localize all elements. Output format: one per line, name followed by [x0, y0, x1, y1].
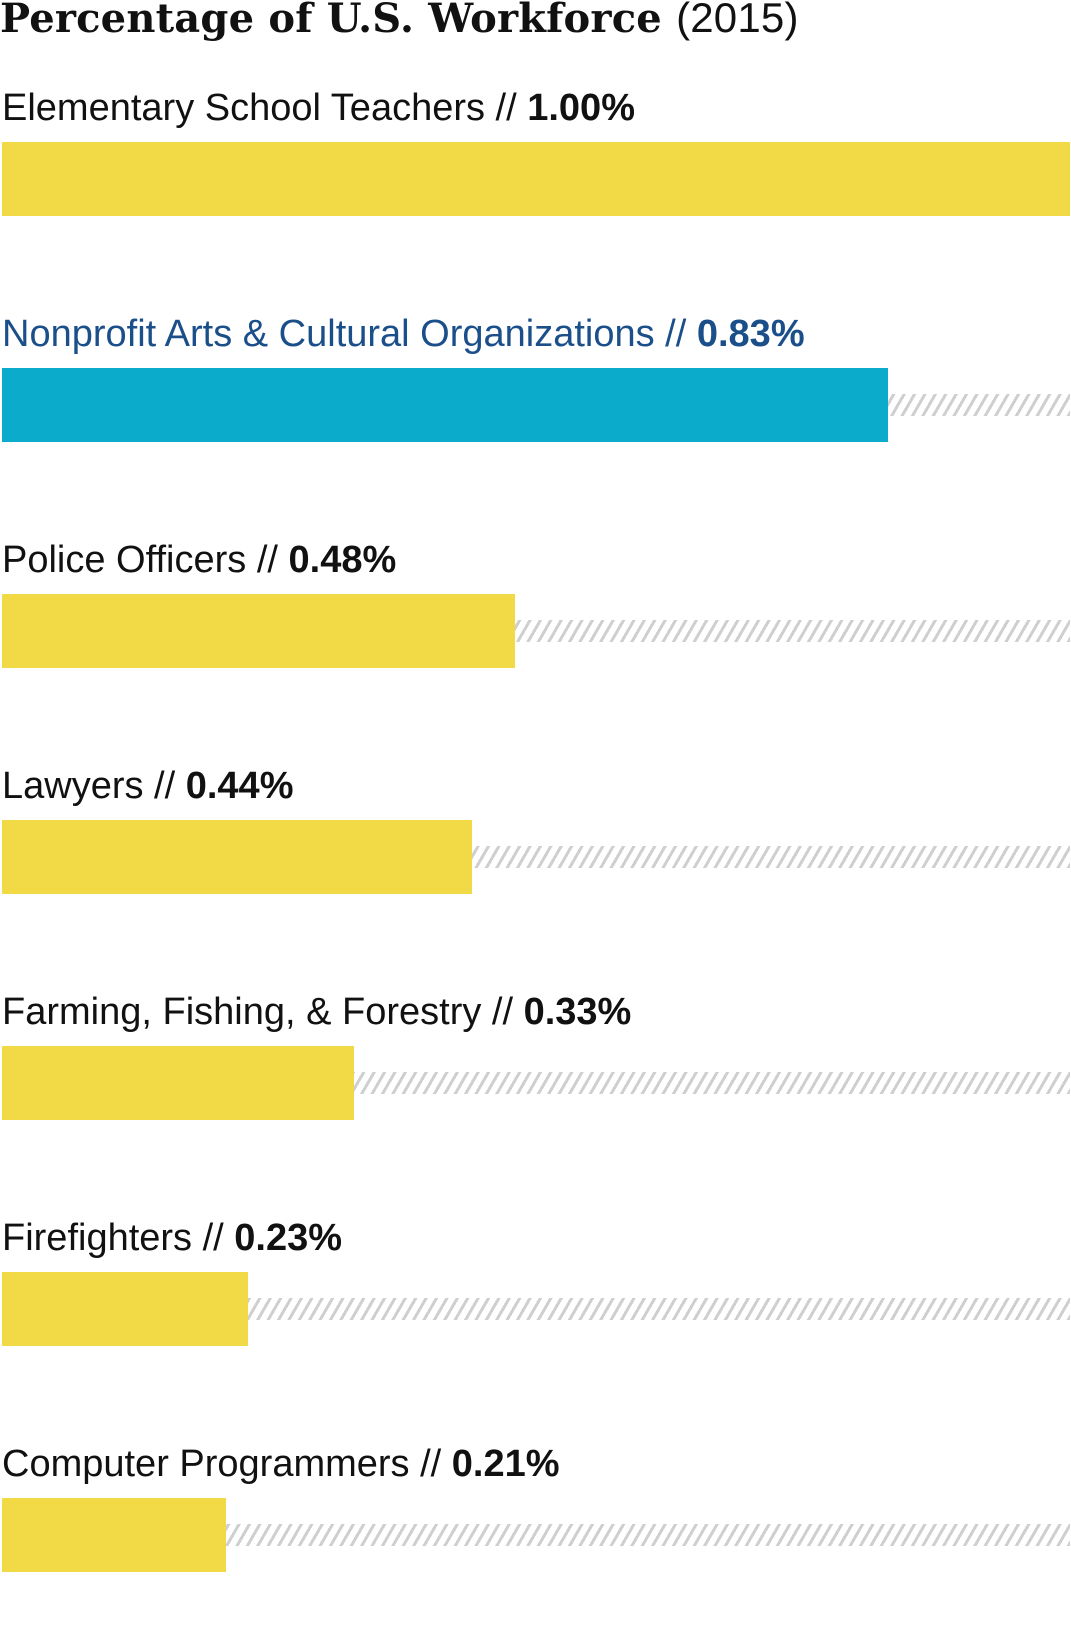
value-label: 0.21% — [451, 1443, 560, 1485]
bar-remainder-hatch — [226, 1524, 1070, 1546]
bar — [2, 1272, 248, 1346]
category-label: Nonprofit Arts & Cultural Organizations — [2, 313, 655, 355]
value-label: 0.33% — [523, 991, 632, 1033]
bar-track — [2, 368, 1070, 442]
bar-label: Lawyers // 0.44% — [2, 761, 293, 811]
bar-remainder-hatch — [515, 620, 1070, 642]
label-separator: // — [192, 1217, 235, 1259]
chart-title: Percentage of U.S. Workforce (2015) — [0, 0, 799, 42]
bar-row: Computer Programmers // 0.21% — [0, 1439, 1071, 1599]
bar — [2, 1498, 226, 1572]
label-separator: // — [409, 1443, 452, 1485]
bar-row: Firefighters // 0.23% — [0, 1213, 1071, 1373]
bar — [2, 1046, 354, 1120]
value-label: 0.44% — [185, 765, 294, 807]
bar-row: Elementary School Teachers // 1.00% — [0, 83, 1071, 243]
bar-row: Police Officers // 0.48% — [0, 535, 1071, 695]
value-label: 0.23% — [234, 1217, 343, 1259]
bar-row: Lawyers // 0.44% — [0, 761, 1071, 921]
category-label: Farming, Fishing, & Forestry — [2, 991, 482, 1033]
bar-remainder-hatch — [888, 394, 1070, 416]
bar-remainder-hatch — [472, 846, 1070, 868]
bar-track — [2, 142, 1070, 216]
bar — [2, 368, 888, 442]
label-separator: // — [246, 539, 289, 581]
category-label: Lawyers — [2, 765, 144, 807]
bar-track — [2, 1498, 1070, 1572]
value-label: 0.83% — [696, 313, 805, 355]
bar-track — [2, 594, 1070, 668]
bar-remainder-hatch — [354, 1072, 1070, 1094]
chart-subtitle: (2015) — [676, 0, 799, 41]
category-label: Firefighters — [2, 1217, 193, 1259]
category-label: Police Officers — [2, 539, 247, 581]
bar — [2, 594, 515, 668]
bar — [2, 142, 1070, 216]
bar-remainder-hatch — [248, 1298, 1070, 1320]
label-separator: // — [654, 313, 697, 355]
label-separator: // — [485, 87, 528, 129]
category-label: Computer Programmers — [2, 1443, 410, 1485]
bar-track — [2, 1272, 1070, 1346]
bar-row: Nonprofit Arts & Cultural Organizations … — [0, 309, 1071, 469]
bar-row: Farming, Fishing, & Forestry // 0.33% — [0, 987, 1071, 1147]
value-label: 0.48% — [288, 539, 397, 581]
bar — [2, 820, 472, 894]
bar-label: Computer Programmers // 0.21% — [2, 1439, 560, 1489]
bar-track — [2, 820, 1070, 894]
category-label: Elementary School Teachers — [2, 87, 485, 129]
chart-title-main: Percentage of U.S. Workforce — [0, 0, 662, 42]
bar-label: Farming, Fishing, & Forestry // 0.33% — [2, 987, 631, 1037]
bar-label: Firefighters // 0.23% — [2, 1213, 342, 1263]
bar-track — [2, 1046, 1070, 1120]
bar-label: Nonprofit Arts & Cultural Organizations … — [2, 309, 805, 359]
bar-label: Elementary School Teachers // 1.00% — [2, 83, 635, 133]
label-separator: // — [481, 991, 524, 1033]
bar-label: Police Officers // 0.48% — [2, 535, 396, 585]
label-separator: // — [143, 765, 186, 807]
value-label: 1.00% — [527, 87, 635, 129]
